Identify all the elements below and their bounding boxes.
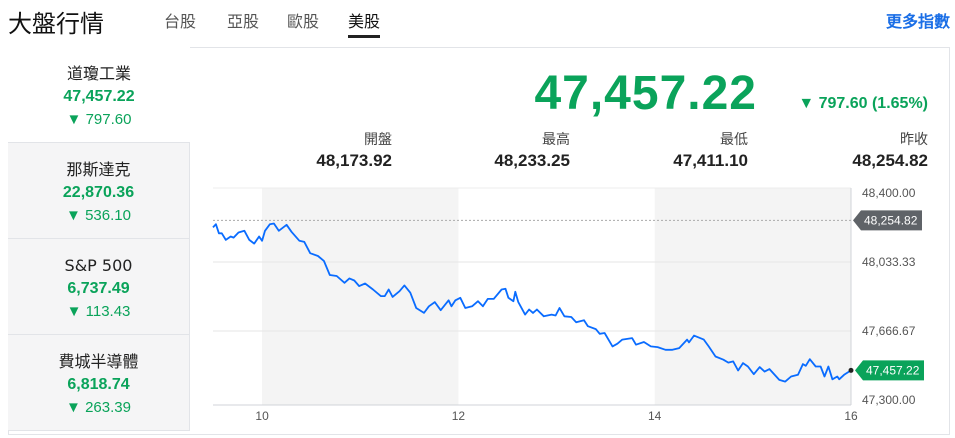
index-price: 47,457.22 bbox=[63, 88, 135, 105]
x-tick-label: 14 bbox=[648, 409, 662, 423]
last-price-label: 47,457.22 bbox=[866, 363, 920, 377]
index-change: 263.39 bbox=[85, 399, 131, 416]
stat-prev-close: 昨收 48,254.82 bbox=[852, 130, 928, 172]
stat-label: 最高 bbox=[542, 132, 570, 148]
tab-us[interactable]: 美股 bbox=[348, 8, 381, 38]
index-item-nasdaq[interactable]: 那斯達克 22,870.36 ▼ 536.10 bbox=[8, 143, 190, 239]
index-item-sp500[interactable]: S&P 500 6,737.49 ▼ 113.43 bbox=[8, 239, 190, 335]
x-tick-label: 10 bbox=[255, 409, 269, 423]
price-change: ▼ 797.60 (1.65%) bbox=[798, 95, 928, 113]
y-tick-label: 47,666.67 bbox=[862, 324, 916, 338]
stat-value: 48,173.92 bbox=[316, 151, 392, 170]
stat-open: 開盤 48,173.92 bbox=[316, 130, 392, 172]
index-item-sox[interactable]: 費城半導體 6,818.74 ▼ 263.39 bbox=[8, 335, 190, 431]
index-name: 費城半導體 bbox=[58, 352, 139, 371]
index-price: 6,737.49 bbox=[67, 280, 130, 297]
stat-label: 開盤 bbox=[364, 132, 392, 148]
tab-tw[interactable]: 台股 bbox=[164, 12, 197, 31]
stat-low: 最低 47,411.10 bbox=[673, 130, 748, 172]
page-title: 大盤行情 bbox=[8, 10, 104, 38]
current-price: 47,457.22 bbox=[534, 67, 757, 120]
x-tick-label: 12 bbox=[452, 409, 466, 423]
stat-label: 最低 bbox=[720, 132, 748, 148]
stat-label: 昨收 bbox=[900, 132, 928, 148]
index-name: S&P 500 bbox=[64, 256, 133, 275]
tab-asia[interactable]: 亞股 bbox=[227, 12, 260, 31]
index-list: 道瓊工業 47,457.22 ▼ 797.60 那斯達克 22,870.36 ▼… bbox=[8, 47, 190, 431]
down-arrow-icon: ▼ bbox=[798, 95, 819, 112]
prev-close-tag bbox=[853, 210, 922, 231]
stat-value: 48,254.82 bbox=[852, 151, 928, 170]
index-price: 22,870.36 bbox=[62, 184, 135, 201]
more-indices-link[interactable]: 更多指數 bbox=[885, 12, 950, 31]
y-tick-label: 48,400.00 bbox=[862, 186, 916, 200]
prev-close-label: 48,254.82 bbox=[864, 213, 918, 227]
down-arrow-icon: ▼ bbox=[66, 111, 86, 128]
stat-high: 最高 48,233.25 bbox=[494, 130, 570, 172]
stat-value: 47,411.10 bbox=[673, 151, 748, 170]
last-price-tag bbox=[855, 360, 924, 381]
index-name: 那斯達克 bbox=[66, 160, 131, 179]
index-item-dow[interactable]: 道瓊工業 47,457.22 ▼ 797.60 bbox=[8, 47, 190, 143]
index-change: 536.10 bbox=[85, 207, 131, 224]
price-change-value: 797.60 (1.65%) bbox=[818, 95, 928, 112]
stat-value: 48,233.25 bbox=[494, 151, 570, 170]
y-tick-label: 47,300.00 bbox=[862, 393, 916, 407]
x-tick-label: 16 bbox=[844, 409, 858, 423]
tab-europe[interactable]: 歐股 bbox=[287, 12, 320, 31]
y-tick-label: 48,033.33 bbox=[862, 255, 916, 269]
session-band bbox=[654, 188, 851, 405]
index-name: 道瓊工業 bbox=[66, 64, 131, 83]
down-arrow-icon: ▼ bbox=[66, 399, 86, 416]
down-arrow-icon: ▼ bbox=[66, 207, 86, 224]
down-arrow-icon: ▼ bbox=[66, 303, 86, 320]
session-band bbox=[262, 188, 459, 405]
index-price: 6,818.74 bbox=[67, 376, 130, 393]
price-line bbox=[212, 222, 852, 383]
index-change: 113.43 bbox=[85, 303, 131, 320]
last-price-dot bbox=[848, 367, 854, 373]
index-change: 797.60 bbox=[85, 111, 132, 128]
